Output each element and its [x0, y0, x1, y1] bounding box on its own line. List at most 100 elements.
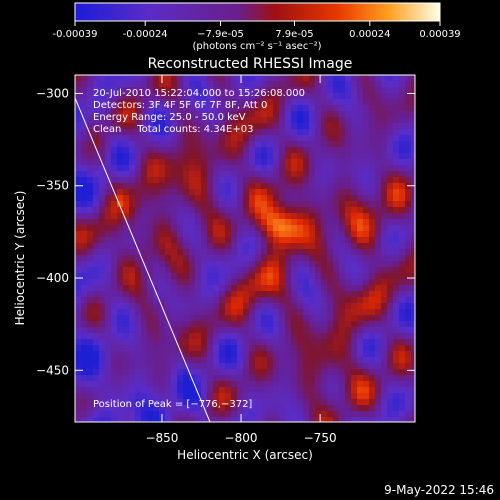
heatmap-cell — [183, 381, 189, 387]
heatmap-cell — [87, 405, 93, 411]
heatmap-cell — [273, 405, 279, 411]
heatmap-cell — [99, 177, 105, 183]
heatmap-cell — [255, 315, 261, 321]
heatmap-cell — [183, 279, 189, 285]
heatmap-cell — [333, 159, 339, 165]
heatmap-cell — [177, 75, 183, 81]
heatmap-cell — [81, 345, 87, 351]
heatmap-cell — [315, 219, 321, 225]
heatmap-cell — [309, 345, 315, 351]
heatmap-cell — [261, 387, 267, 393]
heatmap-cell — [129, 195, 135, 201]
heatmap-cell — [129, 183, 135, 189]
heatmap-cell — [189, 87, 195, 93]
heatmap-cell — [393, 369, 399, 375]
heatmap-cell — [399, 303, 405, 309]
heatmap-cell — [153, 171, 159, 177]
heatmap-cell — [357, 219, 363, 225]
heatmap-cell — [231, 135, 237, 141]
heatmap-cell — [141, 141, 147, 147]
heatmap-cell — [351, 375, 357, 381]
heatmap-cell — [123, 201, 129, 207]
heatmap-cell — [261, 111, 267, 117]
heatmap-cell — [93, 315, 99, 321]
heatmap-cell — [399, 141, 405, 147]
heatmap-cell — [165, 75, 171, 81]
heatmap-cell — [117, 165, 123, 171]
heatmap-cell — [195, 357, 201, 363]
heatmap-cell — [345, 333, 351, 339]
heatmap-cell — [147, 75, 153, 81]
heatmap-cell — [243, 231, 249, 237]
heatmap-cell — [87, 123, 93, 129]
heatmap-cell — [267, 339, 273, 345]
heatmap-cell — [273, 105, 279, 111]
heatmap-cell — [399, 375, 405, 381]
heatmap-cell — [255, 219, 261, 225]
heatmap-cell — [177, 201, 183, 207]
heatmap-cell — [117, 129, 123, 135]
heatmap-cell — [189, 93, 195, 99]
heatmap-cell — [195, 177, 201, 183]
heatmap-cell — [183, 189, 189, 195]
heatmap-cell — [411, 189, 415, 195]
heatmap-cell — [159, 81, 165, 87]
heatmap-cell — [123, 393, 129, 399]
heatmap-cell — [393, 177, 399, 183]
heatmap-cell — [135, 195, 141, 201]
heatmap-cell — [165, 207, 171, 213]
heatmap-cell — [219, 273, 225, 279]
heatmap-cell — [345, 357, 351, 363]
heatmap-cell — [165, 87, 171, 93]
heatmap-cell — [381, 369, 387, 375]
heatmap-cell — [189, 339, 195, 345]
heatmap-cell — [303, 291, 309, 297]
heatmap-cell — [93, 105, 99, 111]
heatmap-cell — [99, 99, 105, 105]
heatmap-cell — [135, 369, 141, 375]
heatmap-cell — [75, 87, 81, 93]
heatmap-cell — [363, 87, 369, 93]
heatmap-cell — [255, 75, 261, 81]
heatmap-cell — [393, 357, 399, 363]
heatmap-cell — [249, 87, 255, 93]
heatmap-cell — [333, 213, 339, 219]
heatmap-cell — [153, 405, 159, 411]
heatmap-cell — [213, 321, 219, 327]
heatmap-cell — [285, 93, 291, 99]
heatmap-cell — [93, 219, 99, 225]
heatmap-cell — [381, 267, 387, 273]
heatmap-cell — [267, 135, 273, 141]
heatmap-cell — [321, 315, 327, 321]
heatmap-cell — [369, 243, 375, 249]
heatmap-cell — [315, 135, 321, 141]
heatmap-cell — [261, 165, 267, 171]
heatmap-cell — [309, 159, 315, 165]
heatmap-cell — [261, 261, 267, 267]
heatmap-cell — [357, 285, 363, 291]
heatmap-cell — [237, 159, 243, 165]
heatmap-cell — [405, 255, 411, 261]
heatmap-cell — [213, 339, 219, 345]
heatmap-cell — [165, 177, 171, 183]
heatmap-cell — [273, 129, 279, 135]
heatmap-cell — [279, 255, 285, 261]
heatmap-cell — [225, 405, 231, 411]
heatmap-cell — [141, 225, 147, 231]
heatmap-cell — [279, 405, 285, 411]
heatmap-cell — [87, 267, 93, 273]
heatmap-cell — [273, 165, 279, 171]
heatmap-cell — [231, 249, 237, 255]
heatmap-cell — [297, 171, 303, 177]
heatmap-cell — [171, 393, 177, 399]
heatmap-cell — [345, 189, 351, 195]
heatmap-cell — [405, 93, 411, 99]
heatmap-cell — [111, 345, 117, 351]
heatmap-cell — [297, 183, 303, 189]
heatmap-cell — [333, 123, 339, 129]
heatmap-cell — [159, 159, 165, 165]
heatmap-cell — [267, 213, 273, 219]
heatmap-cell — [159, 123, 165, 129]
heatmap-cell — [165, 219, 171, 225]
heatmap-cell — [213, 171, 219, 177]
